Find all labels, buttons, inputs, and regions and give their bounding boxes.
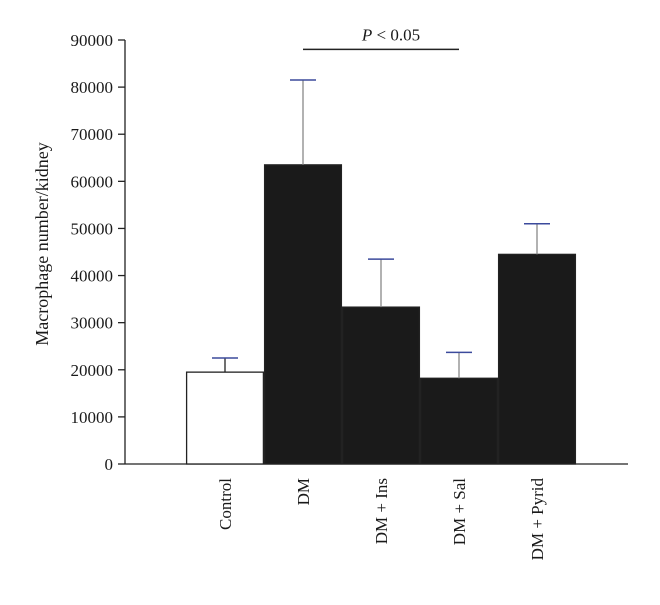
y-axis-title: Macrophage number/kidney — [32, 142, 52, 345]
y-tick-label: 40000 — [71, 267, 114, 286]
y-tick-label: 20000 — [71, 361, 114, 380]
y-tick-label: 70000 — [71, 125, 114, 144]
x-axis: Control DM DM + Ins DM + Sal DM + Pyrid — [125, 463, 628, 561]
bar — [341, 306, 421, 465]
bar — [497, 253, 577, 465]
y-tick-label: 0 — [105, 455, 114, 474]
significance-annotation: P < 0.05 — [303, 25, 459, 51]
bar — [419, 377, 499, 465]
x-tick-label: DM + Sal — [450, 478, 469, 545]
p-threshold: < 0.05 — [372, 25, 420, 44]
significance-label: P < 0.05 — [361, 25, 420, 44]
y-tick-label: 10000 — [71, 408, 114, 427]
x-tick-label: DM + Ins — [372, 478, 391, 544]
x-tick-label: DM + Pyrid — [528, 478, 547, 561]
y-tick-label: 60000 — [71, 172, 114, 191]
x-tick-label: DM — [294, 478, 313, 505]
y-tick-label: 90000 — [71, 31, 114, 50]
y-tick-label: 30000 — [71, 314, 114, 333]
p-symbol: P — [361, 25, 372, 44]
bars — [185, 164, 577, 465]
y-tick-label: 80000 — [71, 78, 114, 97]
x-tick-label: Control — [216, 478, 235, 530]
y-tick-label: 50000 — [71, 219, 114, 238]
y-axis: 0 10000 20000 30000 40000 50000 60000 70000 8000… — [71, 31, 126, 474]
bar — [185, 371, 265, 465]
bar — [263, 164, 343, 465]
error-bars — [212, 79, 550, 379]
